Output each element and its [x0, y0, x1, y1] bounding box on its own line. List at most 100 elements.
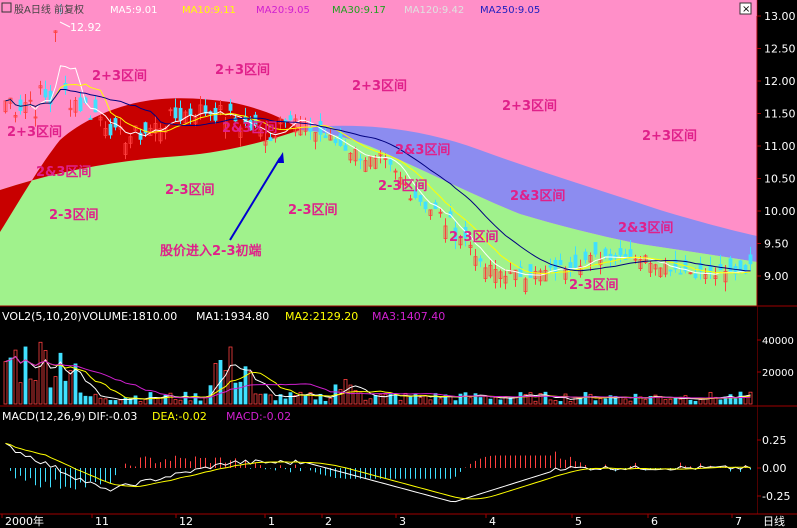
volume-bar	[168, 392, 173, 405]
region-label: 2&3区间	[222, 120, 277, 136]
volume-bar	[488, 398, 493, 405]
candle	[398, 177, 403, 185]
candle	[363, 160, 368, 172]
macd-axis: 0.25 0.00 -0.25	[757, 434, 790, 503]
region-label: 2+3区间	[642, 128, 697, 144]
candle	[73, 100, 78, 113]
volume-bar	[193, 393, 198, 405]
candle	[478, 258, 483, 262]
price-tick: 10.50	[764, 173, 796, 186]
volume-tick: 40000	[762, 336, 794, 347]
candle	[63, 82, 68, 91]
price-tick: 10.00	[764, 205, 796, 218]
price-tick: 12.00	[764, 75, 796, 88]
volume-bar	[418, 397, 423, 405]
volume-bar	[48, 387, 53, 405]
region-label: 2+3区间	[502, 98, 557, 114]
volume-bar	[33, 380, 38, 405]
volume-bar	[678, 398, 683, 405]
volume-bar	[688, 399, 693, 405]
volume-bar	[308, 392, 313, 405]
date-label: 2000年	[5, 514, 44, 528]
candle	[648, 263, 653, 273]
macd-tick: -0.25	[762, 490, 790, 503]
macd-panel: MACD(12,26,9) DIF:-0.03 DEA:-0.02 MACD:-…	[0, 405, 797, 514]
candle	[633, 258, 638, 261]
period-label[interactable]: 日线	[763, 514, 785, 528]
candle	[373, 157, 378, 169]
annotation-text: 股价进入2-3初端	[160, 243, 262, 259]
volume-bar	[398, 399, 403, 405]
volume-bar	[538, 393, 543, 405]
volume-axis: 40000 20000	[757, 336, 794, 379]
ma-line-10	[5, 83, 751, 274]
candle	[158, 128, 163, 142]
volume-bar	[408, 396, 413, 405]
volume-bar	[523, 394, 528, 405]
peak-label: 12.92	[70, 21, 102, 34]
candle	[748, 254, 753, 265]
region-label: 2+3区间	[7, 124, 62, 140]
window-icon[interactable]	[1, 2, 12, 13]
candle	[673, 259, 678, 270]
date-label: 2	[325, 515, 332, 528]
volume-bar	[163, 394, 168, 405]
close-icon[interactable]	[739, 2, 752, 15]
volume-bar	[508, 397, 513, 405]
volume-bar	[728, 394, 733, 405]
volume-bar	[28, 378, 33, 405]
volume-bar	[543, 391, 548, 405]
macd-tick: 0.25	[762, 434, 787, 447]
candle	[668, 269, 673, 272]
volume-bar	[648, 395, 653, 405]
candle	[428, 209, 433, 216]
date-label: 4	[489, 515, 496, 528]
volume-bar	[58, 352, 63, 405]
candle	[273, 136, 278, 139]
volume-bar	[68, 370, 73, 405]
volume-bar	[558, 401, 563, 405]
volume-bar	[473, 393, 478, 405]
price-tick: 12.50	[764, 43, 796, 56]
candle	[518, 266, 523, 278]
macd-tick: 0.00	[762, 462, 787, 475]
volume-bar	[18, 382, 23, 405]
volume-bar	[663, 398, 668, 405]
candle	[583, 251, 588, 261]
volume-bar	[653, 394, 658, 405]
candle	[123, 143, 128, 155]
candle	[128, 136, 133, 144]
candle	[343, 145, 348, 151]
vol-ma3: MA3:1407.40	[372, 310, 445, 323]
candle	[643, 255, 648, 263]
date-label: 3	[399, 515, 406, 528]
candle	[33, 116, 38, 119]
candle	[693, 273, 698, 279]
volume-bar	[83, 395, 88, 405]
price-tick: 13.00	[764, 10, 796, 23]
candle	[138, 132, 143, 140]
volume-bar	[628, 400, 633, 405]
legend-ma20: MA20:9.05	[256, 5, 310, 16]
candle	[568, 262, 573, 270]
vol-ma2: MA2:2129.20	[285, 310, 358, 323]
candle	[733, 266, 738, 275]
volume-bar	[623, 398, 628, 405]
candle	[473, 256, 478, 266]
volume-bar	[668, 398, 673, 405]
candle	[218, 104, 223, 111]
candle	[293, 118, 298, 133]
candle	[418, 195, 423, 202]
candle	[453, 227, 458, 241]
candle	[628, 249, 633, 258]
volume-bar	[183, 391, 188, 405]
candle	[113, 118, 118, 128]
date-label: 1	[268, 515, 275, 528]
legend-ma10: MA10:9.11	[182, 5, 236, 16]
volume-bar	[78, 392, 83, 405]
volume-bar	[588, 393, 593, 405]
region-label: 2&3区间	[36, 164, 91, 180]
candle	[348, 152, 353, 161]
volume-bar	[188, 400, 193, 405]
